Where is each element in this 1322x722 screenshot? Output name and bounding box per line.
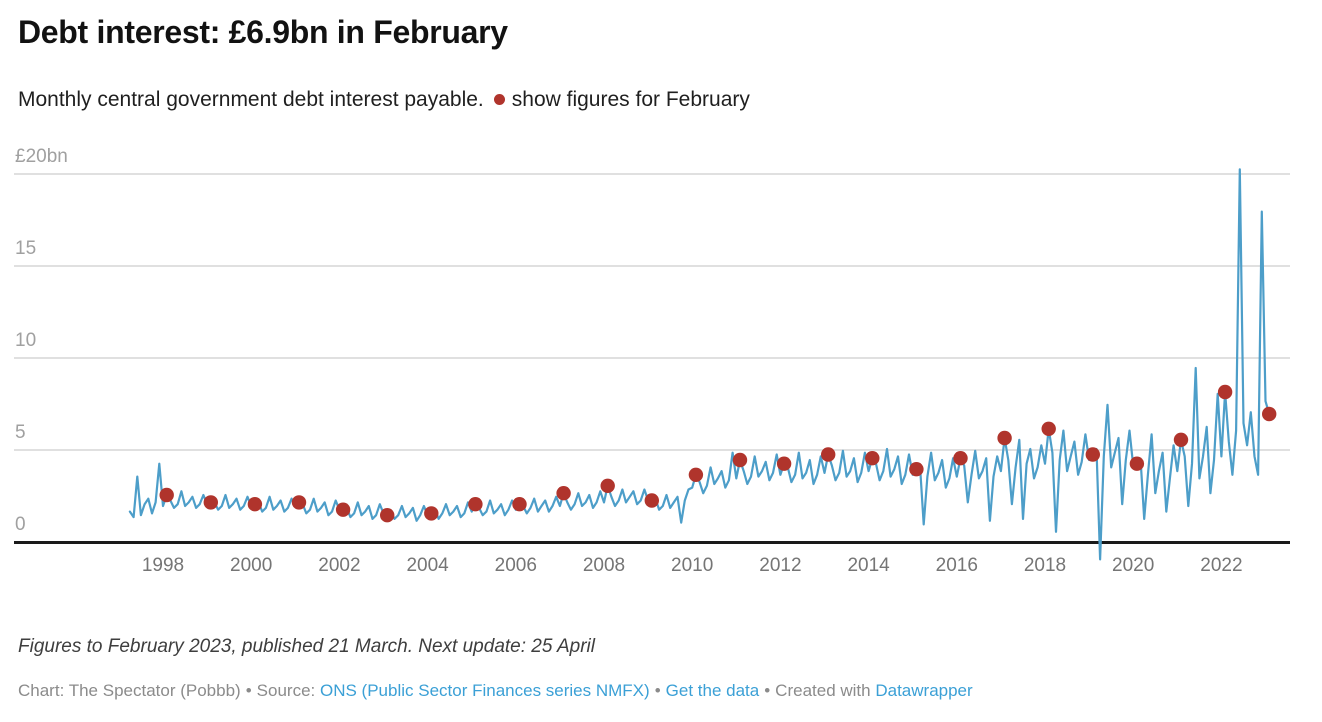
x-axis-tick-label: 2018 xyxy=(1023,555,1067,576)
chart-title: Debt interest: £6.9bn in February xyxy=(18,14,508,50)
byline-separator: • xyxy=(245,681,252,700)
source-link[interactable]: ONS (Public Sector Finances series NMFX) xyxy=(319,681,650,700)
february-data-dot xyxy=(732,452,748,468)
february-data-dot xyxy=(424,506,439,521)
line-chart: £20bn 15 10 5 0 1998 2000 2002 2004 2006 2008 2010 2… xyxy=(0,146,1322,602)
february-data-dot xyxy=(997,430,1012,446)
subtitle-text: Monthly central government debt interest… xyxy=(18,88,484,111)
february-data-dot xyxy=(688,467,704,482)
february-data-dot xyxy=(1173,432,1189,447)
february-data-dot xyxy=(291,495,307,510)
monthly-line xyxy=(128,168,1271,561)
x-axis-tick-label: 2000 xyxy=(230,555,273,576)
x-axis-tick-label: 2002 xyxy=(318,555,361,576)
february-data-dot xyxy=(247,497,263,512)
february-data-dot xyxy=(821,447,836,462)
february-data-dot xyxy=(203,495,218,510)
chart-notes: Figures to February 2023, published 21 M… xyxy=(18,636,596,657)
february-data-dot xyxy=(776,456,792,471)
february-data-dot xyxy=(953,451,968,466)
february-data-dot xyxy=(1041,421,1056,436)
february-data-dot xyxy=(1129,456,1145,471)
february-legend-label: show figures for February xyxy=(511,88,750,111)
february-data-dot xyxy=(512,497,527,512)
x-axis-tick-label: 2020 xyxy=(1112,555,1155,576)
y-axis-tick-label: 10 xyxy=(15,330,37,351)
february-data-dot xyxy=(644,493,659,508)
x-axis-tick-label: 2004 xyxy=(406,555,449,576)
x-axis-tick-label: 2022 xyxy=(1200,555,1243,576)
gridline xyxy=(14,449,1290,451)
february-data-dot xyxy=(1217,384,1233,400)
y-axis-tick-label: 5 xyxy=(15,422,26,443)
gridline xyxy=(14,173,1290,175)
byline-chart-credit: Chart: The Spectator (Pobbb) xyxy=(18,681,241,700)
x-axis-tick-label: 2006 xyxy=(494,555,537,576)
february-data-dot xyxy=(600,478,615,493)
x-axis-tick-label: 2016 xyxy=(935,555,978,576)
x-axis-tick-label: 2012 xyxy=(759,555,802,576)
y-axis-tick-label: 15 xyxy=(15,238,37,259)
get-the-data-link[interactable]: Get the data xyxy=(665,681,760,700)
byline-separator: • xyxy=(764,681,771,700)
february-legend-dot-icon xyxy=(493,94,505,106)
byline-created-with: Created with xyxy=(775,681,871,700)
february-data-dot xyxy=(909,462,924,477)
x-axis-baseline xyxy=(14,541,1290,544)
february-data-dot xyxy=(159,487,174,503)
february-data-dot xyxy=(1085,447,1101,462)
y-axis-tick-label: £20bn xyxy=(15,146,68,167)
february-data-dot xyxy=(556,486,571,501)
byline-separator: • xyxy=(654,681,661,700)
chart-subtitle: Monthly central government debt interest… xyxy=(18,88,750,112)
february-data-dot xyxy=(380,508,395,523)
chart-byline: Chart: The Spectator (Pobbb) • Source: ONS… xyxy=(18,681,973,701)
datawrapper-link[interactable]: Datawrapper xyxy=(875,681,973,700)
debt-interest-line-series xyxy=(128,168,1277,561)
february-data-dot xyxy=(1262,406,1277,422)
x-axis-tick-label: 1998 xyxy=(141,555,185,576)
x-axis-tick-label: 2008 xyxy=(582,555,626,576)
byline-source-label: Source: xyxy=(256,681,316,700)
x-axis-tick-label: 2010 xyxy=(671,555,714,576)
y-axis-tick-label: 0 xyxy=(15,514,26,535)
february-data-dot xyxy=(335,502,351,517)
february-data-dot xyxy=(865,451,880,466)
february-data-dot xyxy=(468,497,483,512)
x-axis-tick-label: 2014 xyxy=(847,555,890,576)
gridline xyxy=(14,265,1290,267)
gridline xyxy=(14,357,1290,359)
